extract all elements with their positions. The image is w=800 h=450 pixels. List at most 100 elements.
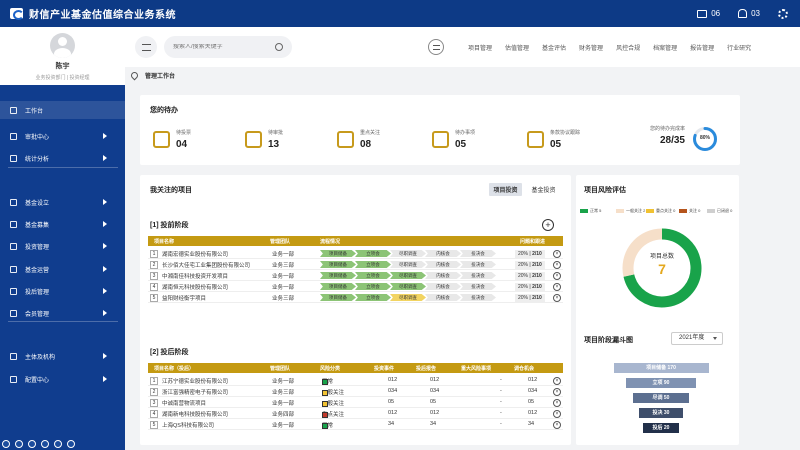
todo-item[interactable]: 待投票 04 bbox=[153, 129, 191, 150]
close-icon[interactable]: × bbox=[553, 377, 561, 385]
todo-item[interactable]: 重点关注 08 bbox=[337, 129, 380, 150]
alerts-button[interactable]: 03 bbox=[738, 9, 760, 18]
table-row[interactable]: 2 长沙佰大佳宅工业集团股份有限公司 业务三部 项目储备 立项会 尽职调查 内核会 投决会 20… bbox=[148, 259, 563, 270]
sidebar-item-7[interactable]: 投后管理 bbox=[0, 282, 125, 300]
close-icon[interactable]: × bbox=[553, 272, 561, 280]
stage-step: 内核会 bbox=[425, 272, 461, 279]
stage-step: 尽职调查 bbox=[390, 294, 426, 301]
todo-item[interactable]: 条款协议跟踪 05 bbox=[527, 129, 580, 150]
project-name[interactable]: 上海QS科技有限公司 bbox=[162, 423, 214, 429]
donut-center-label: 项目总数 bbox=[649, 254, 674, 260]
sidebar-item-5[interactable]: 投资管理 bbox=[0, 237, 125, 255]
todo-label: 重点关注 bbox=[360, 130, 381, 136]
funnel-stage[interactable]: 项目储备 170 bbox=[613, 363, 709, 373]
sidebar-item-label: 投资管理 bbox=[25, 244, 50, 251]
cell-major: - bbox=[500, 399, 502, 405]
sidebar-item-4[interactable]: 基金募集 bbox=[0, 215, 125, 233]
sidebar-item-10[interactable]: 配置中心 bbox=[0, 370, 125, 388]
search-icon[interactable] bbox=[275, 43, 283, 51]
topnav-item-5[interactable]: 档案管理 bbox=[653, 45, 678, 52]
table-row[interactable]: 5 益阳财经衡宇项目 业务三部 项目储备 立项会 尽职调查 内核会 投决会 20% | 2/10… bbox=[148, 292, 563, 303]
sidebar-item-8[interactable]: 会员管理 bbox=[0, 304, 125, 322]
close-icon[interactable]: × bbox=[553, 283, 561, 291]
table-row[interactable]: 4 湖南恒元科技股份有限公司 业务一部 项目储备 立项会 尽职调查 内核会 投决会 20% | … bbox=[148, 281, 563, 292]
funnel-stage[interactable]: 投后 20 bbox=[643, 423, 679, 433]
todo-label: 条款协议跟踪 bbox=[550, 130, 581, 136]
tool-icon[interactable] bbox=[28, 440, 36, 448]
table-row[interactable]: 4 湖南新电科技股份有限公司 业务四部 重点关注 012 012 - 012 × bbox=[148, 408, 563, 419]
column-header: 管理团队 bbox=[270, 366, 291, 372]
close-icon[interactable]: × bbox=[553, 410, 561, 418]
tool-icon[interactable] bbox=[2, 440, 10, 448]
todo-item[interactable]: 待办事项 05 bbox=[432, 129, 475, 150]
close-icon[interactable]: × bbox=[553, 399, 561, 407]
project-name[interactable]: 湖南宏德实业股份有限公司 bbox=[162, 252, 229, 258]
table-row[interactable]: 5 上海QS科技有限公司 业务一部 正常 34 34 - 34 × bbox=[148, 419, 563, 430]
team-name: 业务一部 bbox=[272, 401, 295, 407]
close-icon[interactable]: × bbox=[553, 421, 561, 429]
sidebar-item-0[interactable]: 工作台 bbox=[0, 101, 125, 119]
sidebar-item-2[interactable]: 统计分析 bbox=[0, 149, 125, 167]
column-header: 项目名称（投后） bbox=[154, 366, 195, 372]
table-row[interactable]: 3 中湘南佳科技投资开发项目 业务一部 项目储备 立项会 尽职调查 内核会 投决会 20% | … bbox=[148, 270, 563, 281]
completion-label: 您的待办完成率 bbox=[649, 126, 685, 132]
table-row[interactable]: 1 湖南宏德实业股份有限公司 业务一部 项目储备 立项会 尽职调查 内核会 投决会 20% | … bbox=[148, 248, 563, 259]
project-name[interactable]: 江苏宁德实业股份有限公司 bbox=[162, 379, 229, 385]
team-name: 业务一部 bbox=[272, 423, 295, 429]
donut-slice-0[interactable] bbox=[623, 228, 702, 308]
topnav-item-0[interactable]: 项目管理 bbox=[468, 45, 493, 52]
topnav-item-2[interactable]: 基金评估 bbox=[542, 45, 567, 52]
messages-button[interactable]: 06 bbox=[697, 9, 720, 18]
status-flag-icon bbox=[322, 401, 328, 407]
project-name[interactable]: 长沙佰大佳宅工业集团股份有限公司 bbox=[162, 263, 251, 269]
tool-icon[interactable] bbox=[54, 440, 62, 448]
todo-value: 04 bbox=[176, 139, 188, 150]
table-row[interactable]: 2 浙江富强精密电子有限公司 业务三部 一般关注 034 034 - 034 × bbox=[148, 386, 563, 397]
settings-button[interactable] bbox=[778, 8, 788, 19]
table-row[interactable]: 3 中诚南营物流项目 业务一部 一般关注 05 05 - 05 × bbox=[148, 397, 563, 408]
search-box[interactable] bbox=[164, 36, 292, 58]
project-name[interactable]: 湖南恒元科技股份有限公司 bbox=[162, 285, 229, 291]
tool-icon[interactable] bbox=[41, 440, 49, 448]
stage-step: 投决会 bbox=[460, 272, 496, 279]
project-name[interactable]: 中湘南佳科技投资开发项目 bbox=[162, 274, 229, 280]
project-name[interactable]: 益阳财经衡宇项目 bbox=[162, 296, 207, 302]
topnav-item-1[interactable]: 估值管理 bbox=[505, 45, 530, 52]
topnav-item-6[interactable]: 报告管理 bbox=[690, 45, 715, 52]
stage-step: 内核会 bbox=[425, 294, 461, 301]
stage-step: 投决会 bbox=[460, 294, 496, 301]
menu-button[interactable] bbox=[428, 39, 444, 55]
sidebar-item-3[interactable]: 基金设立 bbox=[0, 193, 125, 211]
funnel-stage[interactable]: 尽调 50 bbox=[633, 393, 689, 403]
donut-slice-1[interactable] bbox=[622, 228, 663, 277]
sidebar-item-6[interactable]: 基金运营 bbox=[0, 260, 125, 278]
legend-swatch bbox=[707, 209, 715, 213]
todo-item[interactable]: 待审批 13 bbox=[245, 129, 283, 150]
more-icon[interactable] bbox=[67, 440, 75, 448]
close-icon[interactable]: × bbox=[553, 294, 561, 302]
search-input[interactable] bbox=[173, 44, 273, 50]
sidebar-item-1[interactable]: 审批中心 bbox=[0, 127, 125, 145]
close-icon[interactable]: × bbox=[553, 261, 561, 269]
topnav-item-7[interactable]: 行业研究 bbox=[727, 45, 752, 52]
funnel-stage[interactable]: 投决 30 bbox=[639, 408, 683, 418]
topnav-item-3[interactable]: 财务管理 bbox=[579, 45, 604, 52]
chevron-right-icon bbox=[103, 221, 107, 227]
close-icon[interactable]: × bbox=[553, 250, 561, 258]
tab-fund-investment[interactable]: 基金投资 bbox=[531, 188, 556, 194]
table-row[interactable]: 1 江苏宁德实业股份有限公司 业务一部 正常 012 012 - 012 × bbox=[148, 375, 563, 386]
stage-step: 立项会 bbox=[355, 272, 391, 279]
add-project-button[interactable]: + bbox=[542, 219, 554, 231]
project-name[interactable]: 湖南新电科技股份有限公司 bbox=[162, 412, 229, 418]
tab-project-investment[interactable]: 项目投资 bbox=[489, 183, 522, 196]
funnel-stage[interactable]: 立项 90 bbox=[626, 378, 696, 388]
tool-icon[interactable] bbox=[15, 440, 23, 448]
close-icon[interactable]: × bbox=[553, 388, 561, 396]
app-grid-button[interactable] bbox=[135, 36, 157, 58]
project-name[interactable]: 浙江富强精密电子有限公司 bbox=[162, 390, 229, 396]
topnav-item-4[interactable]: 风控合规 bbox=[616, 45, 641, 52]
project-name[interactable]: 中诚南营物流项目 bbox=[162, 401, 207, 407]
year-select[interactable]: 2021年度 bbox=[671, 332, 723, 345]
avatar[interactable] bbox=[50, 33, 75, 58]
sidebar-item-9[interactable]: 主体及机构 bbox=[0, 347, 125, 365]
